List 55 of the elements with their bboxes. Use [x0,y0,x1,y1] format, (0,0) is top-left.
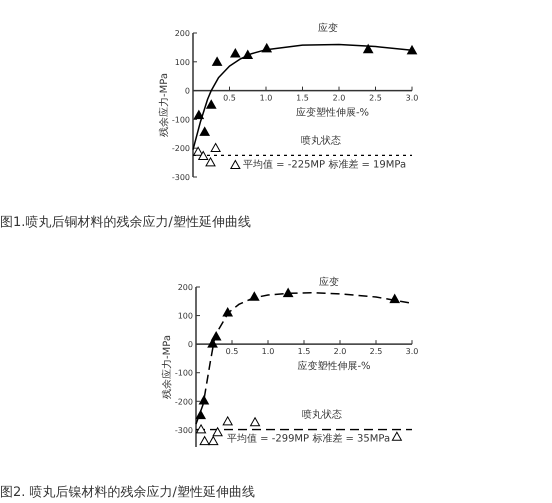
point [230,48,240,58]
y-axis-title: 残余应力-MPa [161,335,173,399]
point [222,416,233,426]
x-tick-label: 2.0 [334,347,346,356]
x-tick-label: 2.0 [332,94,346,103]
annotation: 应变 [319,276,340,288]
point [198,396,209,404]
x-tick-label: 0.5 [223,94,236,103]
point [392,432,402,441]
y-tick-label: -100 [172,115,190,124]
point [212,56,222,66]
y-tick-label: 0 [188,340,193,350]
y-tick-label: 200 [178,283,193,292]
y-tick-label: 100 [178,312,193,321]
point [196,424,206,434]
y-tick-label: -200 [172,144,190,154]
annotation: 应变 [318,22,338,34]
point [200,436,210,446]
point [200,126,210,136]
text: 图2. 喷丸后镍材料的残余应力/塑性延伸曲线 [0,484,255,500]
y-tick-label: -100 [174,368,193,378]
point [283,288,294,298]
x-tick-label: 3.0 [406,94,418,103]
y-tick-label: 200 [174,29,190,38]
point [193,146,204,156]
point [198,151,208,160]
y-tick-label: -300 [174,426,193,435]
point [250,417,260,426]
point [407,45,417,54]
y-tick-label: 100 [174,58,190,67]
text: 图1.喷丸后铜材料的残余应力/塑性延伸曲线 [0,214,251,230]
point [230,160,240,169]
x-tick-label: 1.0 [262,347,274,356]
y-tick-label: -200 [174,397,193,406]
point [212,427,223,436]
x-axis-title: 应变塑性伸展-% [297,360,371,372]
x-tick-label: 2.5 [370,347,382,356]
y-axis-title: 残余应力-MPa [158,73,170,137]
annotation: 喷丸状态 [302,408,342,421]
x-tick-label: 3.0 [406,347,418,356]
x-tick-label: 0.5 [226,347,238,356]
ref-line-label: 平均值 = -225MP 标准差 = 19MPa [243,158,406,170]
x-tick-label: 1.5 [296,94,309,103]
point [206,100,216,109]
point [208,436,218,446]
x-tick-label: 2.5 [369,94,382,103]
x-axis-title: 应变塑性伸展-% [296,106,370,119]
ref-line-label: 平均值 = -299MP 标准差 = 35MPa [227,432,390,445]
y-tick-label: -300 [172,173,190,182]
point [210,142,221,152]
x-tick-label: 1.0 [260,94,272,103]
x-tick-label: 1.5 [298,347,310,356]
point [206,157,216,166]
y-tick-label: 0 [184,86,190,96]
annotation: 喷丸状态 [300,134,341,146]
